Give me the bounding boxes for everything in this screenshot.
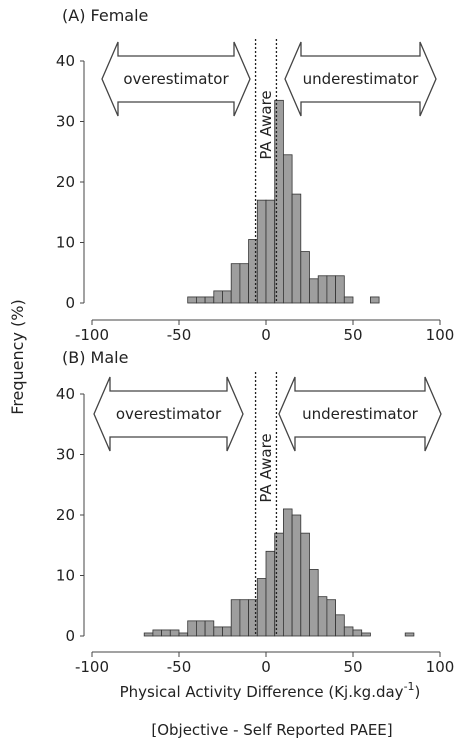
histogram-bar — [326, 599, 336, 637]
histogram-bar — [317, 275, 328, 304]
histogram-bar — [265, 550, 276, 637]
overestimator-arrow — [93, 376, 244, 452]
histogram-bar — [326, 275, 336, 304]
histogram-bar — [152, 629, 162, 637]
x-axis-label: Physical Activity Difference (Kj.kg.day-… — [120, 680, 421, 701]
histogram-bar — [335, 275, 345, 304]
y-axis-label: Frequency (%) — [8, 299, 27, 414]
histogram-bar — [213, 626, 223, 637]
y-tick-label: 40 — [56, 385, 75, 403]
x-tick-label: 50 — [343, 326, 362, 344]
pa-aware-label: PA Aware — [257, 90, 275, 159]
x-axis-label-close: ) — [415, 683, 421, 701]
histogram-bar — [222, 626, 232, 637]
panel-title: (B) Male — [62, 348, 128, 367]
x-tick-label: 50 — [343, 658, 362, 676]
histogram-bar — [369, 296, 380, 304]
histogram-bar — [256, 578, 267, 637]
x-axis-label-superscript: -1 — [404, 680, 415, 693]
histogram-bar — [343, 626, 354, 637]
y-tick-label: 20 — [56, 173, 75, 191]
overestimator-label: overestimator — [123, 70, 229, 88]
histogram-bar — [265, 199, 276, 304]
y-tick-label: 40 — [56, 52, 75, 70]
y-tick-label: 30 — [56, 446, 75, 464]
histogram-bar — [204, 296, 215, 304]
x-tick-label: -50 — [167, 326, 192, 344]
x-tick-label: 0 — [261, 658, 271, 676]
histogram-bar — [335, 614, 345, 637]
histogram-bar — [143, 632, 154, 637]
x-tick-label: 0 — [261, 326, 271, 344]
y-tick-label: 0 — [65, 294, 75, 312]
histogram-bar — [187, 296, 197, 304]
histogram-bar — [169, 629, 180, 637]
histogram-bar — [195, 296, 206, 304]
x-tick-label: 100 — [426, 326, 455, 344]
overestimator-label: overestimator — [116, 405, 222, 423]
histogram-bar — [178, 632, 189, 637]
histogram-bar — [291, 514, 302, 637]
histogram-bar — [239, 263, 249, 304]
histogram-bar — [309, 278, 319, 304]
histogram-bar — [256, 199, 267, 304]
histogram-bar — [187, 620, 197, 637]
histogram-bar — [161, 629, 171, 637]
histogram-bar — [317, 596, 328, 637]
histogram-bar — [195, 620, 206, 637]
underestimator-arrow — [278, 376, 442, 452]
y-tick-label: 0 — [65, 627, 75, 645]
underestimator-label: underestimator — [302, 405, 419, 423]
histogram-bar — [300, 251, 310, 304]
histogram-bar — [230, 599, 241, 637]
histogram-bar — [300, 532, 310, 637]
histogram-bar — [291, 193, 302, 304]
panel-male: (B) Male 0 10 20 30 40 -100 -50 0 50 100 PA Aware ov… — [56, 348, 454, 676]
histogram-bar — [230, 263, 241, 304]
histogram-bar — [222, 290, 232, 304]
y-tick-label: 20 — [56, 506, 75, 524]
histogram-bar — [343, 296, 354, 304]
x-tick-label: 100 — [426, 658, 455, 676]
histogram-bar — [239, 599, 249, 637]
underestimator-label: underestimator — [303, 70, 420, 88]
x-tick-label: -100 — [75, 326, 109, 344]
pa-aware-label: PA Aware — [257, 433, 275, 502]
histogram-bar — [352, 629, 363, 637]
x-tick-label: -100 — [75, 658, 109, 676]
histogram-bar — [282, 154, 293, 304]
overestimator-arrow — [101, 41, 251, 117]
y-tick-label: 10 — [56, 234, 75, 252]
panel-female: (A) Female 0 10 20 30 40 -100 -50 0 50 100 PA Aware… — [56, 6, 454, 344]
histogram-bar — [404, 632, 415, 637]
histogram-bar — [282, 508, 293, 637]
underestimator-arrow — [284, 41, 437, 117]
histogram-bar — [309, 569, 319, 637]
histogram-bar — [204, 620, 215, 637]
x-axis-sublabel: [Objective - Self Reported PAEE] — [151, 721, 392, 739]
panel-title: (A) Female — [62, 6, 148, 25]
histogram-bar — [361, 632, 371, 637]
y-tick-label: 10 — [56, 567, 75, 585]
histogram-bar — [213, 290, 223, 304]
x-tick-label: -50 — [167, 658, 192, 676]
x-axis-label-main: Physical Activity Difference (Kj.kg.day — [120, 683, 404, 701]
y-tick-label: 30 — [56, 113, 75, 131]
